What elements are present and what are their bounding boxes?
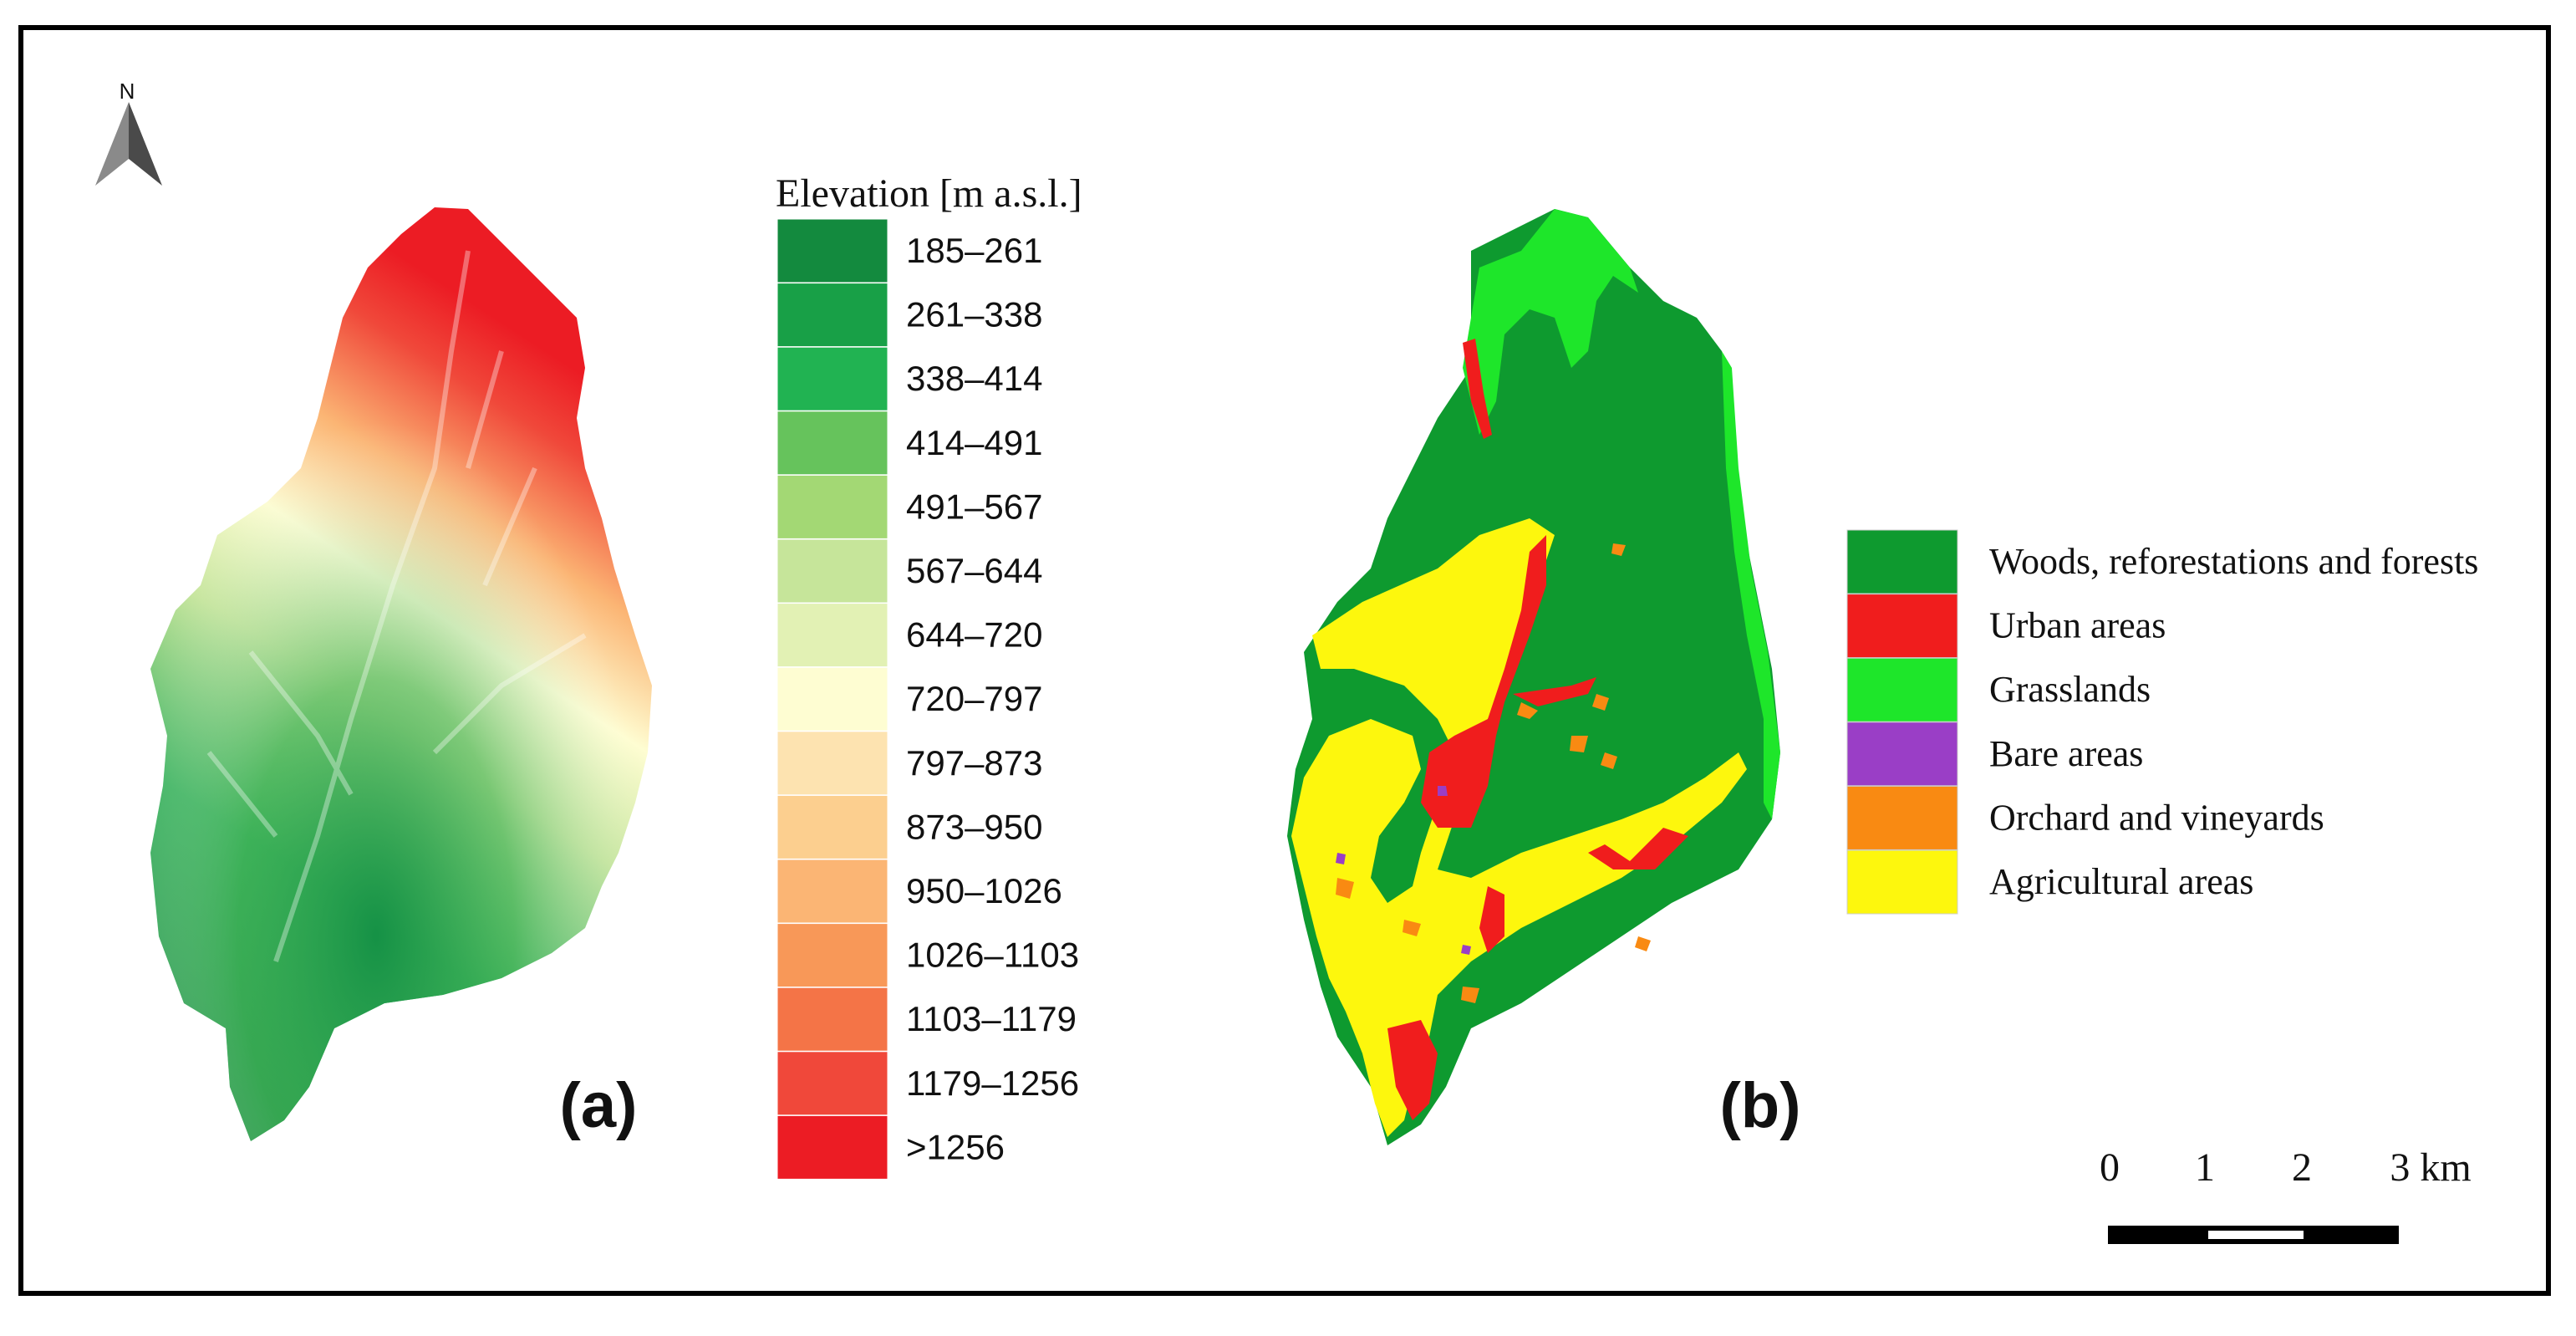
elevation-class-swatch <box>776 1051 888 1116</box>
urban-areas <box>1387 535 1688 1120</box>
elevation-class-swatch <box>776 410 888 476</box>
elevation-class-swatch <box>776 218 888 283</box>
urban-strip-north <box>1463 339 1492 439</box>
elevation-class-label: 1103–1179 <box>906 999 1077 1038</box>
elevation-class-swatch <box>776 987 888 1052</box>
landuse-class-swatch <box>1846 594 1958 659</box>
elevation-class-label: 414–491 <box>906 423 1043 462</box>
north-arrow-left-half <box>95 102 129 186</box>
landuse-class-swatch <box>1846 849 1958 915</box>
landuse-class-label: Orchard and vineyards <box>1989 797 2324 838</box>
elevation-class-swatch <box>776 346 888 411</box>
elevation-class-label: 491–567 <box>906 487 1043 526</box>
landuse-class-label: Woods, reforestations and forests <box>1989 541 2478 582</box>
landuse-class-swatch <box>1846 657 1958 722</box>
scale-tick-1: 1 <box>2195 1145 2215 1190</box>
north-arrow-right-half <box>129 102 162 186</box>
elevation-class-swatch <box>776 666 888 732</box>
elevation-class-swatch <box>776 474 888 539</box>
elevation-class-label: 644–720 <box>906 615 1043 655</box>
elevation-class-swatch <box>776 538 888 604</box>
elevation-class-label: 720–797 <box>906 679 1043 718</box>
elevation-class-swatch <box>776 283 888 348</box>
elevation-legend-classes: 185–261 261–338 338–414 414–491 491–567 567–6… <box>776 218 1079 1180</box>
elevation-class-swatch <box>776 731 888 796</box>
scale-bar-segment-white <box>2208 1231 2304 1239</box>
elevation-class-swatch <box>776 859 888 924</box>
elevation-class-swatch <box>776 923 888 988</box>
panel-a-label: (a) <box>560 1070 638 1141</box>
elevation-class-label: 185–261 <box>906 231 1043 270</box>
scale-tick-2: 2 <box>2292 1145 2312 1190</box>
landuse-map <box>1287 209 1780 1145</box>
elevation-map <box>150 207 652 1141</box>
elevation-ridge-lines <box>206 250 587 962</box>
elevation-class-swatch <box>776 1114 888 1180</box>
north-arrow: N <box>95 79 162 186</box>
landuse-class-label: Agricultural areas <box>1989 861 2253 902</box>
panel-b-label: (b) <box>1719 1070 1800 1141</box>
scale-tick-0: 0 <box>2100 1145 2120 1190</box>
elevation-class-label: 567–644 <box>906 551 1043 590</box>
landuse-class-label: Grasslands <box>1989 669 2151 710</box>
grassland-east-strip <box>1722 351 1780 819</box>
elevation-class-swatch <box>776 603 888 668</box>
elevation-class-label: 950–1026 <box>906 871 1062 910</box>
scale-tick-3: 3 km <box>2390 1145 2471 1190</box>
agricultural-areas <box>1291 518 1747 1137</box>
elevation-legend-title: Elevation [m a.s.l.] <box>776 171 1082 216</box>
landuse-class-label: Bare areas <box>1989 733 2143 774</box>
landuse-class-swatch <box>1846 529 1958 594</box>
elevation-class-swatch <box>776 794 888 859</box>
landuse-legend: Woods, reforestations and forests Urban a… <box>1846 529 2478 915</box>
elevation-valley-overlay <box>150 207 652 1141</box>
landuse-class-label: Urban areas <box>1989 605 2166 646</box>
elevation-class-label: >1256 <box>906 1127 1005 1166</box>
elevation-legend: Elevation [m a.s.l.] 185–261 261–338 338–4… <box>776 171 1082 1180</box>
scale-bar: 0 1 2 3 km <box>2100 1145 2472 1244</box>
elevation-class-label: 261–338 <box>906 295 1043 334</box>
north-label: N <box>120 79 135 104</box>
landuse-class-swatch <box>1846 722 1958 787</box>
elevation-class-label: 797–873 <box>906 743 1043 783</box>
grassland-north <box>1463 209 1638 435</box>
landuse-class-swatch <box>1846 785 1958 850</box>
elevation-class-label: 338–414 <box>906 359 1043 398</box>
elevation-class-label: 1026–1103 <box>906 936 1079 975</box>
elevation-class-label: 873–950 <box>906 807 1043 846</box>
elevation-class-label: 1179–1256 <box>906 1063 1079 1103</box>
